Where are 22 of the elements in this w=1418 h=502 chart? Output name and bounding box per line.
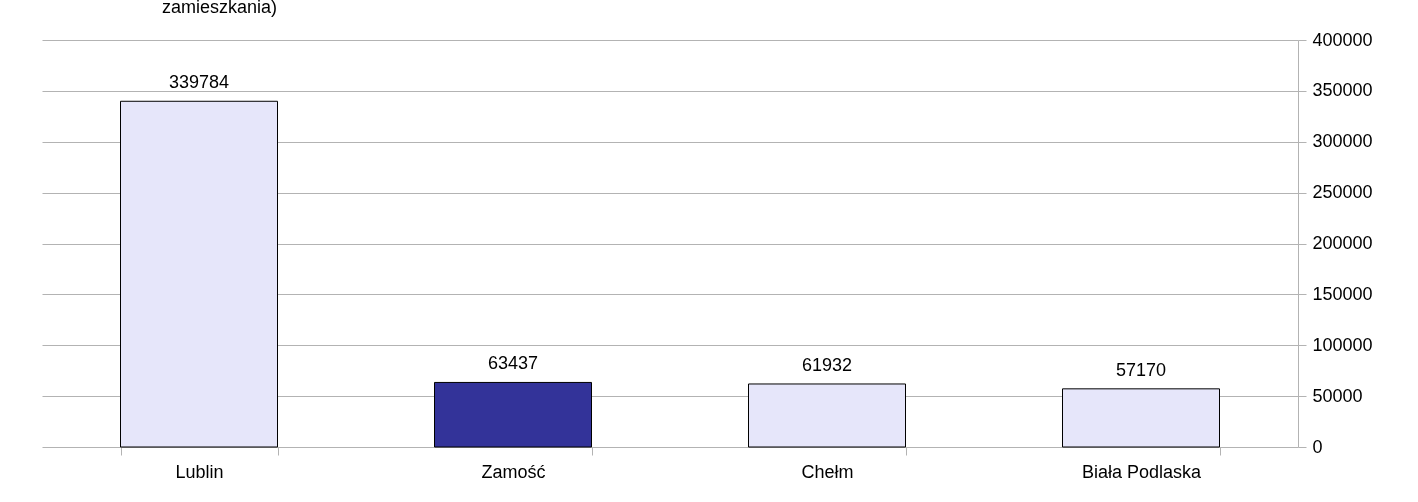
y-tick-label: 400000 (1312, 29, 1373, 50)
bar (748, 383, 906, 448)
bar (434, 381, 592, 448)
data-label: 339784 (168, 72, 230, 93)
y-tick-label: 200000 (1312, 233, 1373, 253)
bar (120, 100, 278, 448)
bar (1062, 388, 1220, 448)
x-tick-label: Lublin (175, 461, 224, 482)
y-tick-label: 50000 (1312, 385, 1363, 406)
x-tick-label: Biała Podlaska (1081, 461, 1203, 482)
y-tick-label: 100000 (1312, 334, 1373, 355)
data-label: 63437 (487, 353, 539, 374)
x-tick-label: Zamość (481, 461, 546, 482)
data-label: 57170 (1115, 359, 1167, 380)
data-label: 61932 (801, 354, 853, 375)
chart-title: zamieszkania) (162, 0, 278, 17)
y-tick-label: 150000 (1312, 283, 1373, 304)
x-tick-label: Chełm (801, 461, 854, 482)
y-tick-label: 350000 (1312, 80, 1373, 101)
y-tick-label: 0 (1312, 436, 1323, 457)
y-tick-label: 250000 (1312, 182, 1373, 203)
y-tick-label: 300000 (1312, 131, 1373, 152)
